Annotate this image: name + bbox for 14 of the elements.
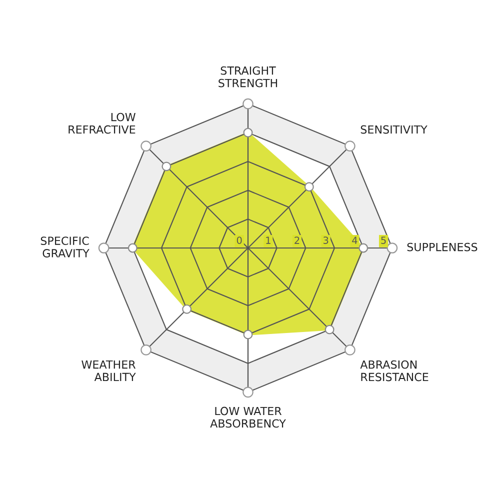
y-tick-label: 1 (266, 236, 270, 244)
y-tick-label: 5 (381, 236, 386, 244)
spoke-label: LOW WATER ABSORBENCY (210, 406, 286, 428)
spoke-label: LOW REFRACTIVE (68, 112, 136, 134)
spoke-label: ABRASION RESISTANCE (360, 360, 428, 382)
spoke-label: SENSITIVITY (360, 125, 428, 134)
spoke-label: STRAIGHT STRENGTH (218, 66, 278, 88)
spoke-label: SUPPLENESS (407, 242, 478, 252)
spoke-label: SPECIFIC GRAVITY (40, 236, 90, 258)
y-tick-label: 3 (324, 236, 328, 244)
y-tick-label: 4 (352, 236, 358, 244)
spoke-label: WEATHER ABILITY (82, 360, 136, 382)
y-tick-label: 0 (236, 236, 242, 244)
y-tick-label: 2 (294, 236, 300, 244)
